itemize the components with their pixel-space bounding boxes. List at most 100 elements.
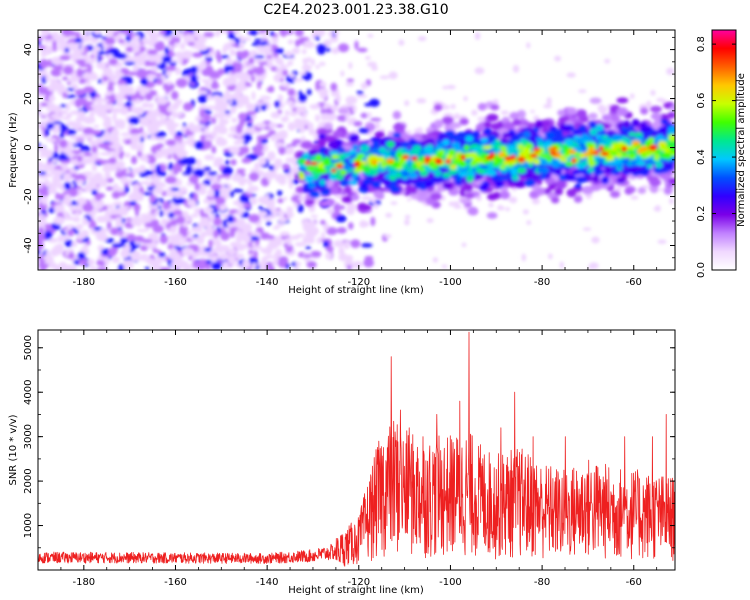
heat-cell — [146, 73, 157, 80]
heat-cell — [50, 169, 62, 175]
heat-cell — [253, 250, 258, 258]
heat-cell — [69, 134, 80, 140]
heat-cell — [41, 195, 47, 206]
heat-cell — [165, 65, 177, 71]
heat-cell — [235, 99, 245, 103]
heat-cell — [254, 101, 267, 106]
heat-cell — [319, 92, 327, 100]
heat-cell — [588, 121, 597, 129]
heat-cell — [275, 134, 283, 141]
heat-cell — [94, 97, 103, 103]
heat-cell — [433, 104, 443, 112]
heat-cell — [165, 118, 175, 127]
heat-cell — [104, 50, 115, 55]
heat-cell — [406, 198, 412, 202]
heat-cell — [224, 174, 231, 179]
heat-cell — [330, 104, 339, 112]
heat-cell — [162, 200, 170, 210]
heat-cell — [153, 211, 160, 215]
heat-cell — [289, 111, 298, 117]
heat-cell — [371, 141, 380, 149]
heat-cell — [251, 42, 261, 47]
heat-cell — [486, 113, 499, 122]
heat-cell — [277, 190, 283, 196]
heat-cell — [172, 110, 177, 119]
heat-cell — [285, 157, 297, 164]
heat-cell — [175, 131, 184, 137]
heat-cell — [44, 35, 54, 40]
heat-cell — [39, 153, 44, 159]
heat-cell — [266, 261, 273, 270]
heat-cell — [235, 124, 243, 134]
heat-cell — [130, 191, 143, 199]
heat-cell — [53, 204, 65, 213]
heat-cell — [244, 126, 257, 136]
heat-cell — [215, 30, 220, 38]
heat-cell — [531, 198, 540, 205]
heat-cell — [85, 116, 96, 124]
heat-cell — [373, 203, 379, 210]
heat-cell — [38, 102, 42, 112]
heat-cell — [272, 209, 278, 219]
heat-cell — [86, 158, 98, 163]
heat-cell — [187, 41, 196, 46]
heat-cell — [155, 79, 164, 85]
heat-cell — [40, 30, 50, 37]
heat-cell — [144, 266, 150, 270]
heat-cell — [130, 155, 138, 165]
heat-cell — [223, 43, 232, 51]
heat-cell — [476, 123, 485, 131]
heat-cell — [206, 195, 216, 201]
heat-cell — [374, 131, 385, 138]
heat-cell — [232, 188, 244, 193]
heat-cell — [229, 229, 236, 238]
heat-cell — [38, 122, 42, 129]
heat-cell — [47, 185, 57, 195]
heat-cell — [118, 122, 126, 130]
heat-cell — [187, 244, 199, 250]
heat-cell — [69, 205, 74, 209]
heat-cell — [346, 206, 355, 216]
heat-cell — [130, 219, 138, 227]
heat-cell — [359, 182, 368, 191]
heat-cell — [141, 102, 150, 109]
heat-cell — [211, 261, 222, 270]
heat-cell — [203, 166, 212, 172]
heat-cell — [83, 30, 93, 34]
heat-cell — [293, 267, 300, 270]
heat-cell — [158, 30, 167, 35]
heat-cell — [234, 253, 242, 259]
heat-cell — [47, 97, 56, 102]
heat-cell — [432, 257, 438, 263]
heat-cell — [78, 232, 84, 241]
heat-cell — [64, 30, 71, 37]
heat-cell — [254, 55, 265, 59]
heat-cell — [214, 213, 221, 218]
heat-cell — [211, 145, 217, 154]
heat-cell — [91, 145, 98, 154]
heat-cell — [191, 65, 198, 73]
heat-cell — [418, 189, 427, 198]
heat-cell — [348, 134, 360, 143]
heat-cell — [66, 152, 76, 158]
heat-cell — [217, 55, 222, 61]
heat-cell — [275, 173, 286, 183]
heat-cell — [414, 180, 424, 188]
heat-cell — [113, 167, 119, 171]
heat-cell — [244, 83, 253, 87]
heat-cell — [184, 132, 193, 136]
heat-cell — [292, 78, 304, 82]
heat-cell — [238, 40, 245, 50]
heat-cell — [242, 60, 248, 67]
heat-cell — [57, 156, 70, 161]
heat-cell — [151, 175, 160, 185]
heat-cell — [220, 186, 229, 191]
heat-cell — [266, 87, 275, 93]
heat-cell — [533, 115, 540, 122]
heat-cell — [486, 212, 498, 219]
heat-cell — [370, 197, 377, 204]
heat-cell — [356, 90, 364, 95]
heat-cell — [535, 120, 543, 129]
heat-cell — [212, 188, 221, 199]
heat-cell — [82, 202, 94, 213]
